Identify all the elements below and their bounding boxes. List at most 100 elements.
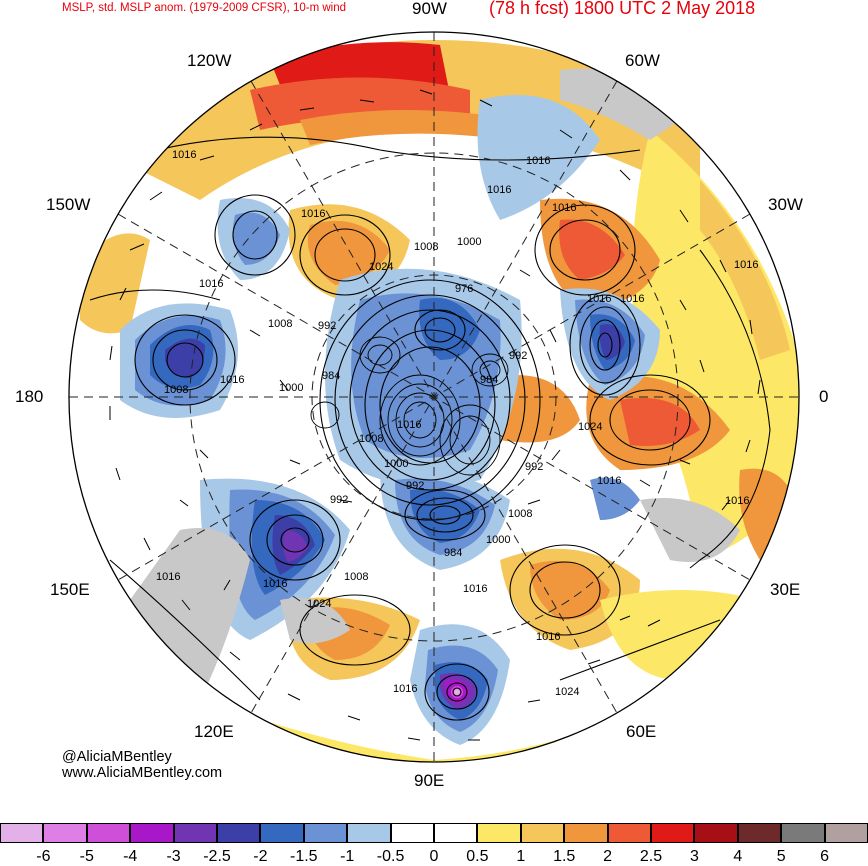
colorbar-swatch: [303, 823, 348, 843]
lon-label-90w: 90W: [412, 0, 447, 18]
colorbar-tick-label: 6: [820, 848, 830, 865]
isobar-label: 992: [509, 350, 527, 362]
colorbar-tick-label: 0.5: [466, 848, 489, 865]
lon-label-150w: 150W: [46, 195, 91, 214]
credit-website: www.AliciaMBentley.com: [62, 765, 223, 781]
isobars: [89, 136, 771, 721]
colorbar-tick-label: 2: [603, 848, 613, 865]
graticule: [69, 32, 799, 762]
colorbar-tick-label: 2.5: [639, 848, 663, 865]
wind-barbs: [109, 89, 761, 741]
isobar-label: 1016: [552, 202, 576, 214]
colorbar-swatch: [173, 823, 217, 843]
credit-handle: @AliciaMBentley: [62, 749, 172, 765]
anomaly-positive-areas: [80, 40, 799, 762]
colorbar-swatch: [781, 823, 825, 843]
isobar-label: 1016: [587, 293, 611, 305]
isobar-label: 1008: [268, 318, 292, 330]
isobar-label: 976: [455, 283, 473, 295]
lon-label-120w: 120W: [187, 51, 232, 70]
isobar-label: 1016: [620, 293, 644, 305]
colorbar-tick-label: -4: [123, 848, 138, 865]
colorbar-tick-label: 0: [429, 848, 439, 865]
colorbar-tick-label: -6: [36, 848, 51, 865]
lon-label-60w: 60W: [625, 51, 660, 70]
lon-label-30w: 30W: [768, 195, 803, 214]
colorbar-tick-label: -5: [79, 848, 94, 865]
isobar-label: 984: [444, 547, 462, 559]
lon-label-90e: 90E: [414, 771, 445, 790]
colorbar-swatch: [737, 823, 782, 843]
isobar-label: 1008: [359, 433, 383, 445]
isobar-label: 992: [525, 461, 543, 473]
isobar-label: 1008: [344, 571, 368, 583]
colorbar-tick-label: 1: [516, 848, 526, 865]
map-disk: [69, 32, 799, 762]
isobar-labels: 1016 1016 1016 1016 1008 1000 976 1016 1016 1016 1…: [156, 149, 758, 698]
colorbar-swatch: [477, 823, 521, 843]
isobar-label: 1016: [597, 475, 621, 487]
isobar-label: 1024: [307, 598, 331, 610]
colorbar-swatch: [217, 823, 261, 843]
map-border: [68, 31, 800, 763]
colorbar-swatch: [651, 823, 695, 843]
colorbar-tick-label: 1.5: [553, 848, 576, 865]
map-title-left: MSLP, std. MSLP anom. (1979-2009 CFSR), …: [62, 2, 347, 14]
colorbar-swatch: [347, 823, 391, 843]
isobar-label: 1016: [172, 149, 196, 161]
colorbar-swatch: [434, 823, 478, 843]
colorbar-swatch: [260, 823, 304, 843]
isobar-label: 1000: [486, 534, 510, 546]
colorbar-tick-label: -3: [166, 848, 181, 865]
colorbar-swatch: [0, 823, 44, 843]
isobar-label: 1000: [384, 458, 408, 470]
central-low-contours: [310, 336, 509, 476]
colorbar-tick-label: -1: [340, 848, 355, 865]
isobar-label: 1016: [526, 155, 550, 167]
isobar-label: 1000: [457, 236, 481, 248]
lon-label-60e: 60E: [626, 722, 657, 741]
isobar-label: 992: [406, 480, 424, 492]
lon-label-120e: 120E: [194, 722, 234, 741]
isobar-label: 992: [330, 494, 348, 506]
isobar-label: 1024: [555, 686, 579, 698]
isobar-label: 1016: [725, 495, 749, 507]
colorbar-tick-label: -0.5: [376, 848, 405, 865]
isobar-label: 1008: [508, 508, 532, 520]
isobar-label: 1008: [164, 384, 188, 396]
lon-label-150e: 150E: [50, 580, 90, 599]
colorbar-tick-label: 3: [689, 848, 699, 865]
colorbar-swatch: [130, 823, 174, 843]
colorbar-tick-label: 5: [776, 848, 786, 865]
isobar-label: 1016: [263, 578, 287, 590]
colorbar-tick-label: -2: [253, 848, 268, 865]
isobar-label: 1008: [414, 241, 438, 253]
isobar-label: 1016: [463, 583, 487, 595]
isobar-label: 1024: [369, 261, 393, 273]
isobar-label: 1016: [220, 374, 244, 386]
colorbar-swatch: [607, 823, 651, 843]
isobar-label: 992: [318, 320, 336, 332]
colorbar-tick-label: -2.5: [203, 848, 231, 865]
isobar-label: 1016: [536, 631, 560, 643]
isobar-label: 1016: [393, 683, 417, 695]
colorbar-swatch: [824, 823, 868, 843]
isobar-label: 984: [322, 370, 340, 382]
colorbar-swatch: [694, 823, 738, 843]
isobar-label: 1016: [301, 208, 325, 220]
colorbar-swatch: [390, 823, 434, 843]
isobar-label: 1016: [487, 184, 511, 196]
lon-label-30e: 30E: [770, 580, 801, 599]
colorbar-swatch: [564, 823, 608, 843]
colorbar-swatch: [520, 823, 565, 843]
isobar-label: 1000: [279, 382, 303, 394]
colorbar-swatch: [43, 823, 87, 843]
isobar-label: 1016: [397, 419, 421, 431]
isobar-label: 984: [480, 374, 498, 386]
colorbar-tick-label: -1.5: [290, 848, 318, 865]
map-title-right: (78 h fcst) 1800 UTC 2 May 2018: [489, 0, 756, 18]
colorbar-tick-label: 4: [733, 848, 743, 865]
isobar-label: 1016: [199, 278, 223, 290]
lon-label-180: 180: [15, 387, 44, 406]
